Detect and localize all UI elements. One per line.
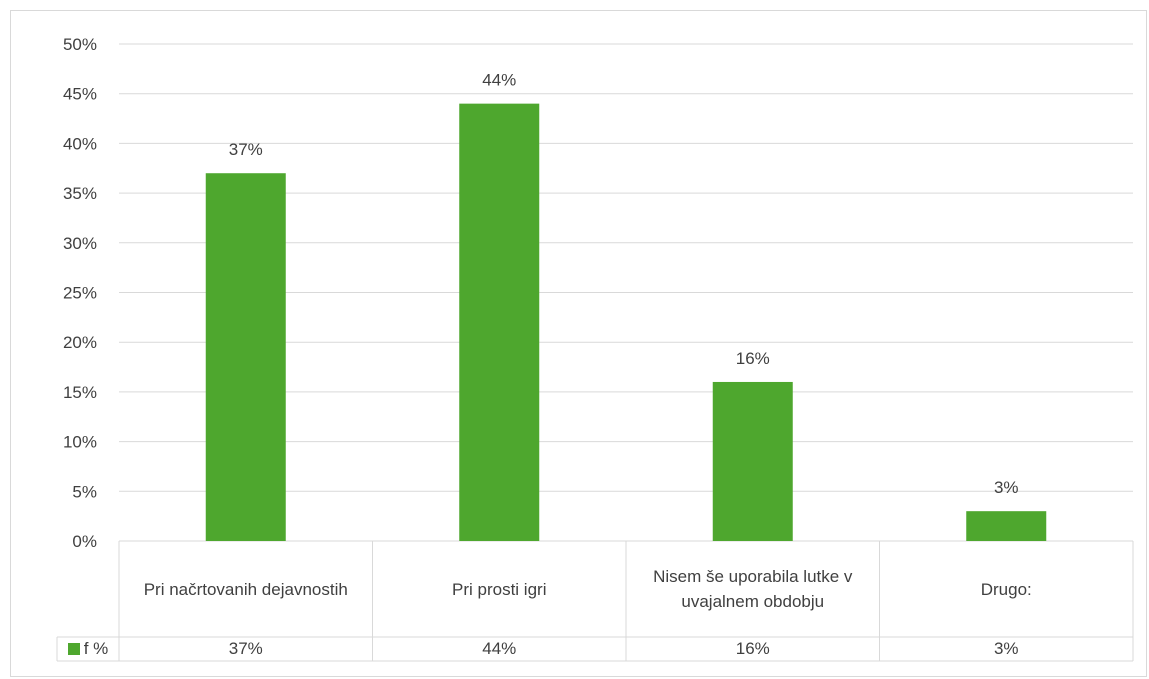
data-label: 44%	[482, 71, 516, 90]
bar	[966, 511, 1047, 541]
y-tick-label: 15%	[63, 383, 97, 402]
category-label: Nisem še uporabila lutke v uvajalnem obd…	[653, 567, 853, 611]
bar	[712, 381, 793, 541]
table-value: 44%	[482, 639, 517, 658]
y-tick-label: 5%	[72, 482, 97, 501]
y-tick-label: 30%	[63, 234, 97, 253]
y-tick-label: 40%	[63, 134, 97, 153]
table-value: 37%	[228, 639, 263, 658]
category-label: Pri prosti igri	[452, 579, 547, 599]
legend-key: f %	[57, 637, 119, 661]
data-label: 37%	[229, 140, 263, 159]
y-tick-label: 0%	[72, 532, 97, 551]
category-label: Pri načrtovanih dejavnostih	[143, 579, 348, 599]
y-tick-label: 35%	[63, 184, 97, 203]
legend-swatch	[67, 643, 80, 655]
y-tick-label: 45%	[63, 85, 97, 104]
y-tick-label: 20%	[63, 333, 97, 352]
legend-label: f %	[83, 639, 109, 658]
data-label: 3%	[994, 478, 1019, 497]
y-tick-label: 10%	[63, 433, 97, 452]
bar	[459, 103, 540, 541]
table-value: 16%	[735, 639, 770, 658]
data-label: 16%	[736, 349, 770, 368]
bar	[205, 173, 286, 541]
table-value: 3%	[993, 639, 1019, 658]
chart-frame	[10, 10, 1147, 677]
y-tick-label: 25%	[63, 284, 97, 303]
category-label: Drugo:	[980, 579, 1032, 599]
y-tick-label: 50%	[63, 35, 97, 54]
